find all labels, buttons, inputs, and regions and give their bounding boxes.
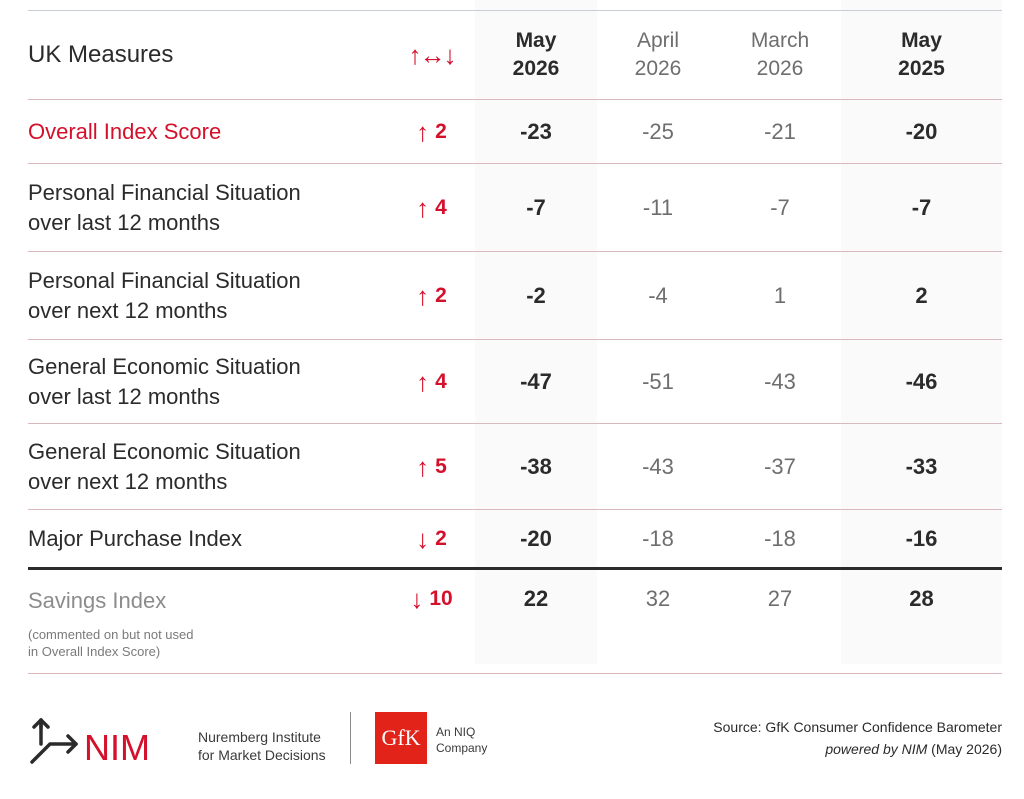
table-row-ges-last: General Economic Situation over last 12 m… — [28, 340, 1002, 424]
consumer-confidence-table: UK Measures ↑↔↓ May 2026 April 2026 March 2… — [28, 10, 1002, 674]
value-may-2025: -20 — [905, 118, 938, 144]
value-may-2025: -7 — [911, 194, 932, 220]
value-may-2026: 22 — [523, 586, 549, 611]
col-header-april-2026: April 2026 — [634, 29, 682, 80]
value-may-2026: -23 — [520, 118, 552, 144]
savings-note: (commented on but not used in Overall Ind… — [28, 627, 194, 659]
value-may-2026: -7 — [526, 194, 546, 220]
up-down-arrows-icon: ↑↔↓ — [408, 39, 457, 70]
value-may-2026: -47 — [520, 368, 552, 394]
value-april-2026: -11 — [642, 194, 674, 220]
value-may-2025: -46 — [905, 368, 938, 394]
gfk-tagline: An NIQ Company — [436, 725, 488, 755]
table-header: UK Measures ↑↔↓ May 2026 April 2026 March 2… — [28, 10, 1002, 100]
logo-divider — [350, 712, 351, 764]
arrow-up-icon: ↑ — [416, 451, 430, 482]
arrow-up-icon: ↑ — [416, 366, 430, 397]
current-column-shade — [475, 0, 597, 664]
row-label: Personal Financial Situation over next 12… — [28, 267, 301, 323]
row-label: Major Purchase Index — [28, 525, 242, 551]
measures-heading: UK Measures — [28, 41, 174, 68]
value-april-2026: -25 — [642, 118, 674, 144]
value-april-2026: 32 — [645, 586, 671, 611]
row-label: Personal Financial Situation over last 12… — [28, 179, 301, 235]
source-note: Source: GfK Consumer Confidence Baromete… — [713, 719, 1002, 757]
value-may-2025: -16 — [905, 525, 938, 551]
change-indicator: ↑ 2 — [416, 116, 447, 147]
row-label: Savings Index (commented on but not used… — [28, 586, 388, 660]
change-indicator: ↑ 5 — [416, 451, 447, 482]
arrow-down-icon: ↓ — [410, 584, 424, 614]
arrow-up-icon: ↑ — [416, 116, 430, 147]
change-indicator: ↓ 2 — [416, 523, 447, 554]
col-header-march-2026: March 2026 — [750, 29, 810, 80]
value-april-2026: -43 — [642, 453, 674, 479]
value-may-2025: 28 — [909, 586, 934, 611]
value-april-2026: -4 — [648, 282, 668, 308]
value-march-2026: -21 — [764, 118, 796, 144]
row-label: General Economic Situation over last 12 m… — [28, 353, 301, 409]
value-may-2026: -38 — [520, 453, 552, 479]
row-label: Overall Index Score — [28, 118, 222, 144]
table-row-savings-index: Savings Index (commented on but not used… — [28, 570, 1002, 674]
nim-wordmark: NIM — [84, 727, 150, 768]
table-row-ges-next: General Economic Situation over next 12 m… — [28, 424, 1002, 510]
table-row-major-purchase: Major Purchase Index ↓ 2 -20 -18 -18 -16 — [28, 510, 1002, 570]
col-header-may-2026: May 2026 — [512, 29, 560, 80]
table-row-pfs-next: Personal Financial Situation over next 12… — [28, 252, 1002, 340]
footer: NIM Nuremberg Institute for Market Decisi… — [28, 708, 1002, 768]
change-indicator: ↑ 4 — [416, 192, 447, 223]
value-may-2026: -20 — [520, 525, 552, 551]
col-header-may-2025: May 2025 — [898, 29, 945, 80]
value-march-2026: -18 — [764, 525, 796, 551]
value-may-2025: -33 — [905, 453, 938, 479]
last-year-column-shade — [841, 0, 1002, 664]
savings-label: Savings Index — [28, 588, 167, 613]
table-row-pfs-last: Personal Financial Situation over last 12… — [28, 164, 1002, 252]
table-row-overall-index: Overall Index Score ↑ 2 -23 -25 -21 -20 — [28, 100, 1002, 164]
change-indicator: ↑ 4 — [416, 366, 447, 397]
value-march-2026: -43 — [764, 368, 796, 394]
row-label: General Economic Situation over next 12 m… — [28, 438, 301, 494]
change-indicator: ↓ 10 — [410, 584, 453, 614]
nim-logo: NIM — [30, 718, 150, 768]
arrow-up-icon: ↑ — [416, 192, 430, 223]
change-heading: ↑↔↓ — [388, 40, 475, 71]
nim-name: Nuremberg Institute for Market Decisions — [198, 729, 326, 763]
value-march-2026: -37 — [764, 453, 796, 479]
value-april-2026: -18 — [642, 525, 674, 551]
arrow-up-icon: ↑ — [416, 280, 430, 311]
value-april-2026: -51 — [642, 368, 674, 394]
arrow-down-icon: ↓ — [416, 523, 430, 554]
value-march-2026: 1 — [773, 282, 787, 308]
change-indicator: ↑ 2 — [416, 280, 447, 311]
value-may-2026: -2 — [526, 282, 546, 308]
value-may-2025: 2 — [915, 282, 928, 308]
value-march-2026: 27 — [767, 586, 793, 611]
gfk-logo: GfK — [375, 712, 427, 764]
value-march-2026: -7 — [770, 194, 790, 220]
